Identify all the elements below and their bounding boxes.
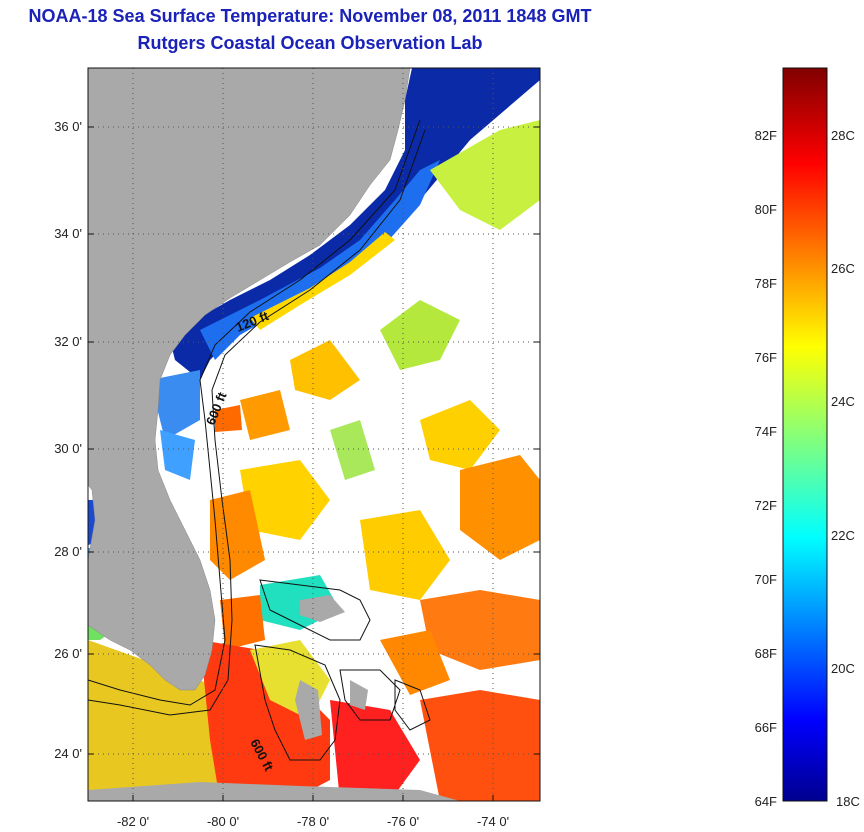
land-bahamas-andros [295, 680, 322, 740]
lon-tick-label: -78 0' [297, 814, 329, 829]
land-bahamas-grand [300, 595, 345, 622]
colorbar-label-f: 76F [755, 350, 777, 365]
colorbar-label-c: 26C [831, 261, 855, 276]
colorbar-label-f: 74F [755, 424, 777, 439]
colorbar-label-f: 78F [755, 276, 777, 291]
colorbar-label-c: 20C [831, 661, 855, 676]
lat-tick-label: 26 0' [54, 646, 82, 661]
lon-tick-label: -76 0' [387, 814, 419, 829]
colorbar-label-f: 68F [755, 646, 777, 661]
lat-tick-label: 32 0' [54, 334, 82, 349]
lon-tick-label: -82 0' [117, 814, 149, 829]
land-cuba [88, 782, 460, 801]
colorbar-label-c: 22C [831, 528, 855, 543]
colorbar-label-f: 64F [755, 794, 777, 809]
colorbar [782, 67, 828, 802]
lat-tick-label: 30 0' [54, 441, 82, 456]
lon-tick-label: -74 0' [477, 814, 509, 829]
lat-tick-label: 34 0' [54, 226, 82, 241]
colorbar-label-f: 72F [755, 498, 777, 513]
colorbar-label-f: 82F [755, 128, 777, 143]
colorbar-label-c: 24C [831, 394, 855, 409]
lat-tick-label: 24 0' [54, 746, 82, 761]
isobath-contours [88, 119, 431, 761]
sst-field [88, 68, 540, 801]
map-content [88, 68, 540, 801]
colorbar-label-c: 18C [836, 794, 860, 809]
colorbar-label-f: 70F [755, 572, 777, 587]
land-bahamas-east [350, 680, 368, 710]
map-title: NOAA-18 Sea Surface Temperature: Novembe… [28, 6, 592, 26]
colorbar-label-c: 28C [831, 128, 855, 143]
lat-tick-label: 28 0' [54, 544, 82, 559]
map-frame [87, 67, 541, 802]
map-subtitle: Rutgers Coastal Ocean Observation Lab [137, 33, 483, 53]
graticule [88, 68, 540, 801]
lat-tick-label: 36 0' [54, 119, 82, 134]
colorbar-label-f: 80F [755, 202, 777, 217]
axis-tick-marks [88, 126, 540, 801]
lon-tick-label: -80 0' [207, 814, 239, 829]
colorbar-label-f: 66F [755, 720, 777, 735]
land-mainland [88, 68, 411, 691]
